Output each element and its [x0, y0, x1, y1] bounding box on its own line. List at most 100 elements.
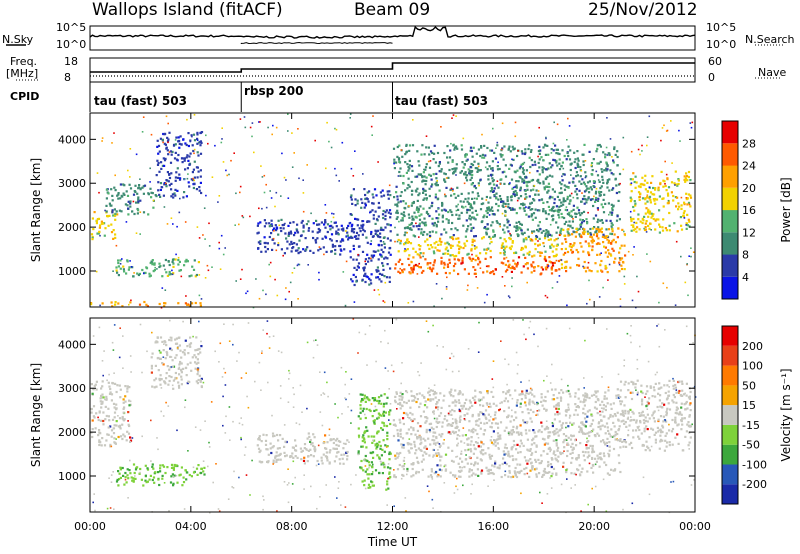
- power-cell: [384, 281, 387, 284]
- power-cell: [563, 222, 566, 226]
- velocity-cell: [196, 382, 199, 385]
- power-cell: [159, 188, 162, 191]
- velocity-cell: [598, 456, 601, 459]
- power-cell: [415, 216, 418, 219]
- power-cell: [524, 246, 527, 249]
- power-cell: [499, 236, 502, 240]
- power-cell: [275, 227, 279, 230]
- velocity-cell: [531, 468, 534, 471]
- velocity-cell: [121, 466, 124, 470]
- power-cell: [429, 234, 432, 237]
- power-cell: [477, 258, 480, 261]
- power-cell: [388, 184, 391, 187]
- power-cell: [503, 238, 506, 241]
- velocity-cell: [471, 404, 474, 407]
- power-cell: [158, 262, 161, 265]
- velocity-cell: [309, 440, 312, 443]
- power-cell: [687, 175, 690, 179]
- velocity-cell: [532, 437, 535, 440]
- power-cell: [605, 167, 608, 170]
- velocity-cell: [571, 435, 574, 438]
- power-cell: [447, 219, 450, 222]
- power-cell: [447, 176, 450, 179]
- power-cell: [503, 231, 506, 234]
- cpid-segment-1: tau (fast) 503: [94, 94, 187, 108]
- power-cell: [158, 193, 161, 196]
- velocity-cell: [113, 424, 116, 427]
- power-cell: [580, 182, 583, 185]
- power-cell: [532, 198, 535, 201]
- power-cell: [600, 252, 602, 254]
- power-cell: [411, 189, 414, 192]
- power-cell: [357, 234, 360, 237]
- power-cell: [552, 245, 555, 248]
- power-cell: [661, 229, 665, 232]
- velocity-cell: [196, 358, 199, 361]
- power-cell: [464, 154, 467, 157]
- power-cell: [335, 128, 338, 131]
- power-cell: [469, 178, 472, 181]
- velocity-cell: [499, 437, 502, 440]
- velocity-cell: [493, 413, 497, 417]
- velocity-cell: [414, 396, 417, 399]
- power-cell: [357, 262, 361, 265]
- velocity-cell: [530, 461, 533, 464]
- velocity-cell: [127, 477, 130, 480]
- power-cell: [435, 181, 438, 184]
- velocity-cell: [512, 439, 515, 443]
- power-cell: [152, 206, 155, 209]
- power-cell: [349, 117, 351, 119]
- power-cell: [611, 209, 614, 212]
- power-cell: [465, 230, 468, 233]
- power-cell: [168, 151, 171, 153]
- velocity-cell: [373, 422, 376, 425]
- velocity-cell: [522, 444, 525, 447]
- power-cell: [563, 216, 566, 220]
- power-cell: [517, 149, 519, 152]
- power-cell: [635, 181, 638, 184]
- power-cell: [193, 152, 195, 155]
- velocity-cell: [180, 368, 183, 371]
- power-cell: [411, 269, 414, 272]
- velocity-cell: [501, 462, 504, 466]
- velocity-cell: [175, 354, 178, 357]
- power-cell: [460, 144, 463, 147]
- power-cell: [497, 198, 500, 201]
- velocity-cell: [187, 352, 190, 355]
- power-cell: [166, 140, 170, 143]
- power-cell: [555, 148, 558, 151]
- power-cell: [98, 191, 100, 194]
- power-cell: [115, 266, 118, 269]
- velocity-cell: [177, 384, 181, 387]
- power-cell: [420, 213, 423, 216]
- power-cell: [433, 242, 436, 245]
- power-cell: [612, 204, 615, 207]
- power-cell: [325, 250, 328, 253]
- power-cell: [416, 264, 419, 267]
- power-cell: [510, 199, 513, 202]
- velocity-cell: [516, 401, 519, 404]
- power-cell: [314, 238, 317, 242]
- power-cell: [364, 258, 367, 261]
- power-cell: [611, 223, 614, 226]
- power-cell: [610, 213, 613, 216]
- power-cell: [525, 176, 528, 179]
- velocity-cell: [479, 421, 482, 424]
- velocity-cell: [118, 478, 121, 481]
- velocity-cell: [610, 407, 613, 410]
- velocity-cell: [507, 475, 510, 478]
- power-cell: [522, 172, 525, 175]
- power-cell: [158, 265, 161, 269]
- power-cell: [184, 168, 187, 171]
- power-cell: [407, 165, 410, 169]
- power-cell: [422, 198, 425, 201]
- power-cell: [545, 177, 548, 180]
- velocity-cell: [396, 468, 400, 471]
- power-cell: [611, 228, 614, 231]
- power-cell: [95, 222, 98, 225]
- power-cell: [579, 166, 582, 169]
- velocity-cell: [363, 394, 366, 397]
- power-cell: [481, 133, 483, 136]
- power-cell: [501, 242, 504, 245]
- power-cell: [515, 225, 519, 228]
